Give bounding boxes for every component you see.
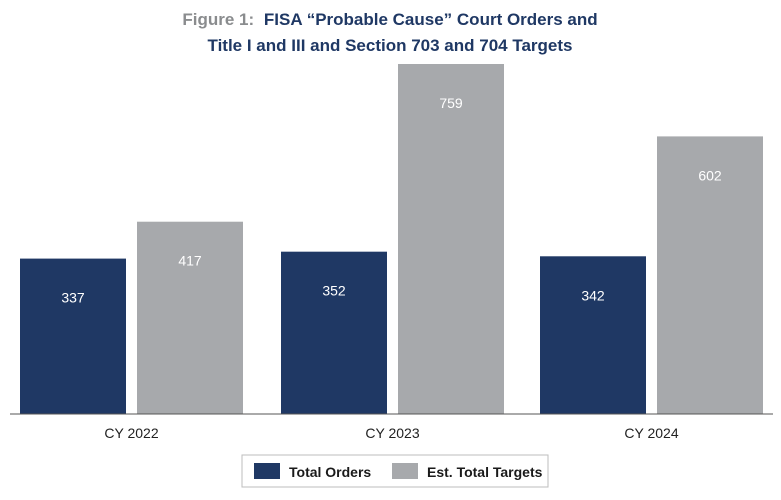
bar-value-label: 602	[698, 167, 722, 183]
figure-label: Figure 1:	[182, 10, 254, 29]
bar-value-label: 342	[581, 287, 605, 303]
title-text-1: FISA “Probable Cause” Court Orders and	[264, 10, 598, 29]
legend: Total Orders Est. Total Targets	[241, 454, 549, 488]
bar-value-label: 417	[178, 253, 202, 269]
bar-cy-2022-est-total-targets	[137, 221, 243, 414]
bar-cy-2024-est-total-targets	[657, 136, 763, 414]
category-label: CY 2022	[104, 425, 158, 441]
bar-cy-2023-total-orders	[281, 251, 387, 414]
bar-cy-2023-est-total-targets	[398, 64, 504, 414]
labels-layer: 337 417 352 759 342 602	[61, 95, 722, 306]
chart-title-line-2: Title I and III and Section 703 and 704 …	[208, 36, 573, 55]
legend-swatch-total-orders	[254, 463, 280, 479]
legend-swatch-est-total-targets	[392, 463, 418, 479]
category-label: CY 2024	[624, 425, 678, 441]
legend-label-total-orders: Total Orders	[289, 464, 371, 480]
legend-label-est-total-targets: Est. Total Targets	[427, 464, 543, 480]
bar-value-label: 759	[439, 95, 463, 111]
bars-layer	[20, 64, 763, 414]
chart-title-line-1: Figure 1: FISA “Probable Cause” Court Or…	[182, 10, 597, 29]
bar-value-label: 337	[61, 290, 85, 306]
category-labels: CY 2022 CY 2023 CY 2024	[104, 425, 678, 441]
bar-value-label: 352	[322, 283, 346, 299]
bar-cy-2024-total-orders	[540, 256, 646, 414]
category-label: CY 2023	[365, 425, 419, 441]
bar-cy-2022-total-orders	[20, 258, 126, 414]
